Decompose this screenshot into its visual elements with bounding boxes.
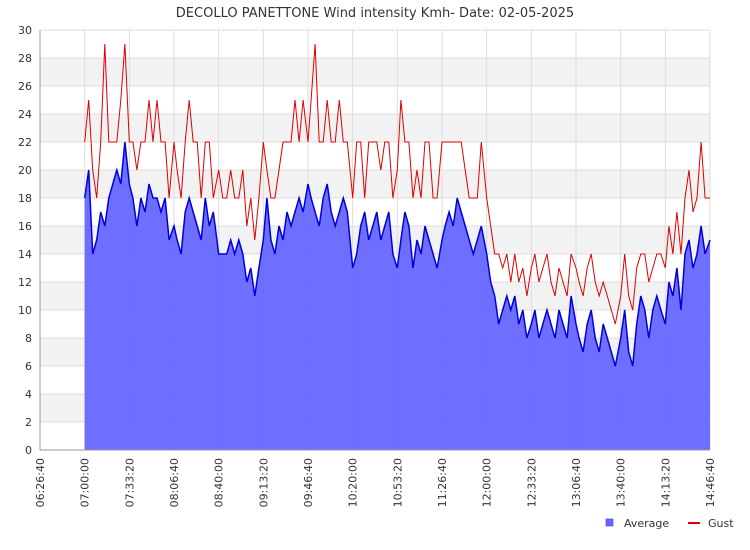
legend-label-average: Average bbox=[624, 517, 669, 530]
y-tick-label: 8 bbox=[25, 332, 32, 345]
y-tick-label: 22 bbox=[18, 136, 32, 149]
legend: Average Gust bbox=[605, 517, 734, 530]
x-tick-label: 07:33:20 bbox=[123, 458, 136, 507]
x-tick-label: 12:33:20 bbox=[525, 458, 538, 507]
x-tick-label: 07:00:00 bbox=[79, 458, 92, 507]
series-average-line bbox=[83, 141, 711, 367]
x-tick-label: 08:40:00 bbox=[213, 458, 226, 507]
legend-swatch-average bbox=[605, 518, 614, 527]
grid-band bbox=[40, 58, 710, 86]
x-tick-label: 10:20:00 bbox=[347, 458, 360, 507]
x-tick-label: 12:00:00 bbox=[481, 458, 494, 507]
y-tick-label: 26 bbox=[18, 80, 32, 93]
x-tick-label: 08:06:40 bbox=[168, 458, 181, 507]
grid-band bbox=[40, 114, 710, 142]
y-tick-label: 14 bbox=[18, 248, 32, 261]
axes bbox=[39, 30, 710, 451]
y-tick-label: 18 bbox=[18, 192, 32, 205]
y-tick-label: 30 bbox=[18, 24, 32, 37]
chart-title: DECOLLO PANETTONE Wind intensity Kmh- Da… bbox=[176, 6, 574, 21]
y-tick-label: 16 bbox=[18, 220, 32, 233]
y-tick-label: 28 bbox=[18, 52, 32, 65]
y-tick-label: 10 bbox=[18, 304, 32, 317]
y-tick-label: 20 bbox=[18, 164, 32, 177]
grid-band bbox=[40, 170, 710, 198]
x-tick-label: 13:40:00 bbox=[615, 458, 628, 507]
y-tick-label: 2 bbox=[25, 416, 32, 429]
y-tick-label: 24 bbox=[18, 108, 32, 121]
y-tick-label: 12 bbox=[18, 276, 32, 289]
x-tick-label: 09:46:40 bbox=[302, 458, 315, 507]
x-tick-label: 14:13:20 bbox=[659, 458, 672, 507]
y-tick-label: 6 bbox=[25, 360, 32, 373]
x-tick-label: 06:26:40 bbox=[34, 458, 47, 507]
x-tick-label: 13:06:40 bbox=[570, 458, 583, 507]
x-axis-ticks: 06:26:40 07:00:00 07:33:20 08:06:40 08:40:00… bbox=[34, 458, 717, 507]
y-tick-label: 4 bbox=[25, 388, 32, 401]
series-layer bbox=[83, 43, 711, 450]
x-tick-label: 14:46:40 bbox=[704, 458, 717, 507]
series-average-area bbox=[84, 142, 710, 450]
x-tick-label: 09:13:20 bbox=[257, 458, 270, 507]
x-tick-label: 10:53:20 bbox=[391, 458, 404, 507]
x-tick-label: 11:26:40 bbox=[436, 458, 449, 507]
y-tick-label: 0 bbox=[25, 444, 32, 457]
series-gust-line bbox=[84, 43, 710, 325]
legend-label-gust: Gust bbox=[708, 517, 734, 530]
